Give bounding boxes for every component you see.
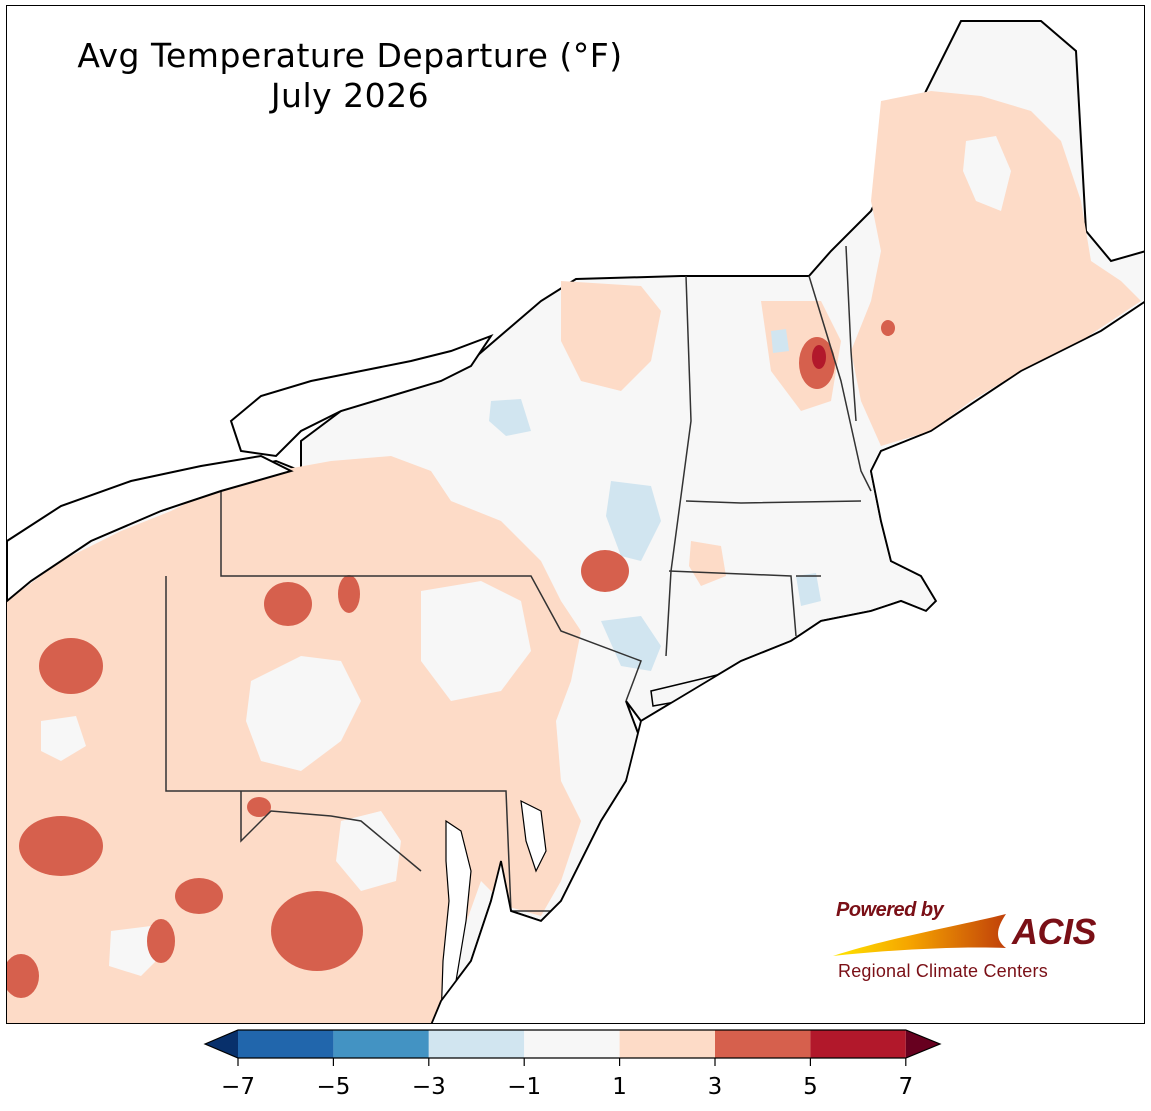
- near-normal-patches: [41, 136, 1011, 976]
- colorbar-tick-label: −7: [221, 1074, 255, 1100]
- colorbar-bin-neg3-neg1: [428, 1030, 525, 1058]
- colorbar-tick-label: −5: [316, 1074, 351, 1100]
- colorbar-ticks: [237, 1058, 907, 1066]
- state-boundaries: [165, 245, 872, 912]
- hot-anomaly-areas: [7, 320, 895, 998]
- colorbar-tick-label: 7: [898, 1074, 914, 1100]
- map-panel: [6, 5, 1145, 1024]
- colorbar-tick-label: 5: [803, 1074, 818, 1100]
- very-hot-anomaly-area: [812, 345, 826, 369]
- colorbar-tick-label: 1: [612, 1074, 627, 1100]
- powered-by-text: Powered by: [836, 899, 944, 921]
- colorbar-extend-low: [205, 1030, 238, 1058]
- colorbar-bin-1-3: [619, 1030, 715, 1058]
- map-title: Avg Temperature Departure (°F): [77, 36, 623, 75]
- acis-logo-swoosh: [833, 914, 1006, 956]
- temperature-departure-map: [7, 20, 1144, 1023]
- colorbar-bin-neg7-neg5: [238, 1030, 334, 1058]
- colorbar-bin-5-7: [810, 1030, 906, 1058]
- atlantic-ocean: [430, 301, 1144, 1023]
- great-lakes: [7, 333, 494, 603]
- map-subtitle: July 2026: [270, 76, 430, 115]
- acis-wordmark: ACIS: [1012, 911, 1097, 952]
- colorbar-extend-high: [905, 1030, 940, 1058]
- colorbar-tick-label: −3: [411, 1074, 446, 1100]
- colorbar-tick-label: −1: [507, 1074, 542, 1100]
- colorbar-bin-neg1-1: [524, 1030, 620, 1058]
- colorbar-tick-label: 3: [707, 1074, 723, 1100]
- colorbar-bin-3-5: [715, 1030, 811, 1058]
- colorbar: [203, 1029, 942, 1066]
- colorbar-bin-neg5-neg3: [333, 1030, 429, 1058]
- regional-climate-centers-text: Regional Climate Centers: [838, 961, 1048, 981]
